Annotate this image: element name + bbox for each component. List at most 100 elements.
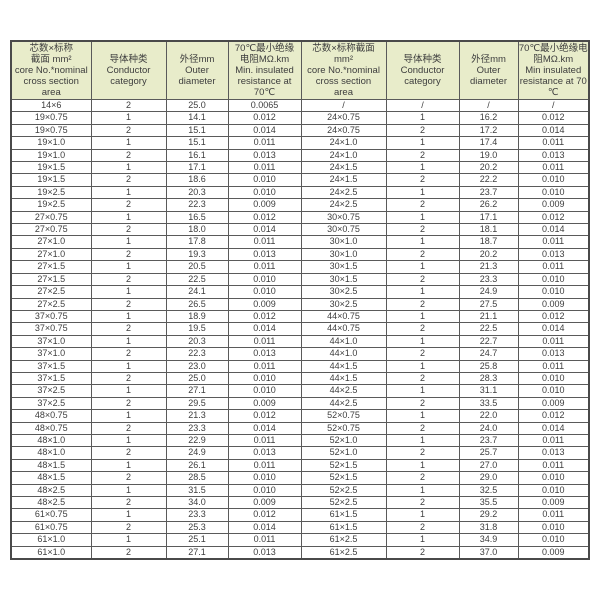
cell: 2 bbox=[90, 223, 167, 237]
cell: 0.014 bbox=[517, 322, 590, 336]
cell: 2 bbox=[90, 98, 167, 113]
cell: 1 bbox=[90, 359, 167, 373]
cell: 52×2.5 bbox=[300, 483, 387, 498]
table-row: 19×1.5 2 18.6 0.010 24×1.5 2 22.2 0.010 bbox=[10, 173, 590, 187]
cell: 0.011 bbox=[517, 161, 590, 175]
cell: 2 bbox=[385, 223, 460, 237]
cell: 2 bbox=[90, 396, 167, 411]
cell: 27×0.75 bbox=[10, 223, 92, 237]
cell: 1 bbox=[90, 533, 167, 547]
cell: 1 bbox=[385, 334, 460, 349]
cell: 1 bbox=[385, 359, 460, 373]
cable-spec-table: 芯数×标称 截面 mm² core No.*nominal cross sect… bbox=[10, 40, 590, 561]
cell: 2 bbox=[385, 123, 460, 138]
cell: 24.7 bbox=[458, 347, 519, 361]
cell: 23.7 bbox=[458, 433, 519, 448]
cell: 15.1 bbox=[165, 123, 229, 138]
cell: 52×0.75 bbox=[300, 409, 387, 423]
cell: 28.5 bbox=[165, 471, 229, 485]
cell: 0.009 bbox=[517, 297, 590, 311]
cell: 1 bbox=[90, 334, 167, 349]
header-resistance-left: 70℃最小绝缘 电阻MΩ.km Min. insulated resistanc… bbox=[227, 40, 302, 100]
cell: 2 bbox=[385, 471, 460, 485]
cell: 52×0.75 bbox=[300, 421, 387, 435]
table-row: 19×1.0 1 15.1 0.011 24×1.0 1 17.4 0.011 bbox=[10, 136, 590, 150]
cell: 22.2 bbox=[458, 173, 519, 187]
table-row: 37×1.0 1 20.3 0.011 44×1.0 1 22.7 0.011 bbox=[10, 334, 590, 349]
cell: 26.1 bbox=[165, 458, 229, 473]
cell: 0.013 bbox=[517, 148, 590, 163]
cell: / bbox=[458, 98, 519, 113]
cell: 23.3 bbox=[165, 421, 229, 435]
cell: 1 bbox=[90, 458, 167, 473]
table-header: 芯数×标称 截面 mm² core No.*nominal cross sect… bbox=[10, 40, 590, 100]
cell: 15.1 bbox=[165, 136, 229, 150]
cell: 0.012 bbox=[227, 409, 302, 423]
table-row: 37×1.0 2 22.3 0.013 44×1.0 2 24.7 0.013 bbox=[10, 347, 590, 361]
cell: 2 bbox=[385, 520, 460, 535]
table-row: 48×0.75 2 23.3 0.014 52×0.75 2 24.0 0.014 bbox=[10, 421, 590, 435]
cell: 48×1.5 bbox=[10, 471, 92, 485]
cell: 0.012 bbox=[517, 309, 590, 324]
cell: 52×2.5 bbox=[300, 495, 387, 510]
cell: 2 bbox=[90, 148, 167, 163]
cell: 48×2.5 bbox=[10, 495, 92, 510]
cell: 0.011 bbox=[517, 508, 590, 522]
table-row: 19×0.75 1 14.1 0.012 24×0.75 1 16.2 0.012 bbox=[10, 111, 590, 125]
cell: 17.2 bbox=[458, 123, 519, 138]
cell: 0.010 bbox=[517, 483, 590, 498]
cell: 0.011 bbox=[517, 260, 590, 274]
cell: 61×0.75 bbox=[10, 508, 92, 522]
cell: 30×0.75 bbox=[300, 210, 387, 225]
cell: 27.1 bbox=[165, 545, 229, 560]
cell: 0.010 bbox=[517, 173, 590, 187]
cell: 18.1 bbox=[458, 223, 519, 237]
cell: 0.010 bbox=[227, 173, 302, 187]
cell: 24×1.5 bbox=[300, 161, 387, 175]
cell: 21.3 bbox=[165, 409, 229, 423]
header-row: 芯数×标称 截面 mm² core No.*nominal cross sect… bbox=[10, 40, 590, 100]
cell: 24×1.0 bbox=[300, 148, 387, 163]
cell: 0.010 bbox=[517, 272, 590, 287]
cell: 0.011 bbox=[517, 235, 590, 249]
cell: 1 bbox=[385, 533, 460, 547]
cell: 19×1.5 bbox=[10, 161, 92, 175]
cell: 44×1.0 bbox=[300, 347, 387, 361]
cell: 18.9 bbox=[165, 309, 229, 324]
cell: 61×2.5 bbox=[300, 545, 387, 560]
cell: 0.011 bbox=[227, 161, 302, 175]
cell: 2 bbox=[90, 371, 167, 386]
cell: 16.1 bbox=[165, 148, 229, 163]
cell: 1 bbox=[90, 185, 167, 200]
cell: 2 bbox=[90, 123, 167, 138]
header-cross-section-right: 芯数×标称截面 mm² core No.*nominal cross secti… bbox=[300, 40, 387, 100]
cell: 24×0.75 bbox=[300, 111, 387, 125]
cell: 0.010 bbox=[517, 371, 590, 386]
cell: 37×1.0 bbox=[10, 334, 92, 349]
cell: 0.011 bbox=[227, 458, 302, 473]
cell: 0.0065 bbox=[227, 98, 302, 113]
cell: 1 bbox=[90, 235, 167, 249]
table-row: 48×1.5 2 28.5 0.010 52×1.5 2 29.0 0.010 bbox=[10, 471, 590, 485]
cell: 1 bbox=[385, 235, 460, 249]
cell: 2 bbox=[90, 495, 167, 510]
cell: 1 bbox=[90, 210, 167, 225]
cell: 24.9 bbox=[165, 446, 229, 460]
cell: 31.1 bbox=[458, 384, 519, 398]
table-row: 27×1.5 1 20.5 0.011 30×1.5 1 21.3 0.011 bbox=[10, 260, 590, 274]
cell: 18.7 bbox=[458, 235, 519, 249]
table-row: 37×2.5 2 29.5 0.009 44×2.5 2 33.5 0.009 bbox=[10, 396, 590, 411]
cell: 1 bbox=[90, 508, 167, 522]
cell: 61×1.5 bbox=[300, 508, 387, 522]
cell: 19.0 bbox=[458, 148, 519, 163]
cell: 2 bbox=[385, 297, 460, 311]
cell: 1 bbox=[385, 161, 460, 175]
cell: 1 bbox=[385, 111, 460, 125]
table-row: 27×0.75 2 18.0 0.014 30×0.75 2 18.1 0.014 bbox=[10, 223, 590, 237]
cell: 2 bbox=[90, 297, 167, 311]
cell: 19×0.75 bbox=[10, 111, 92, 125]
cell: 37×0.75 bbox=[10, 309, 92, 324]
cell: 61×0.75 bbox=[10, 520, 92, 535]
cell: 20.2 bbox=[458, 161, 519, 175]
cell: 1 bbox=[385, 285, 460, 299]
